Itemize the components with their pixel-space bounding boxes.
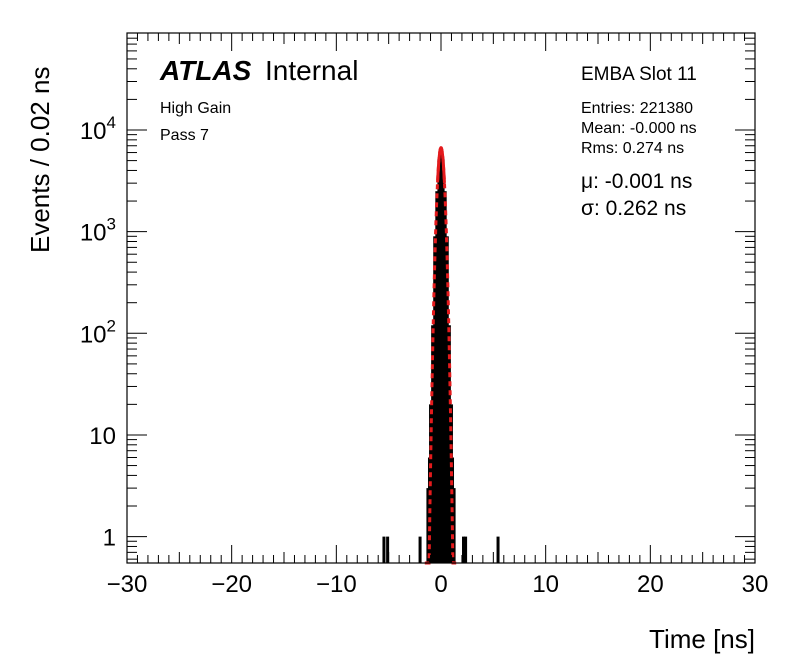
y-tick-label: 102 bbox=[80, 316, 116, 348]
y-tick-label-exponent: 4 bbox=[107, 113, 116, 132]
x-tick-label: 30 bbox=[742, 571, 769, 598]
y-tick-label-base: 1 bbox=[103, 525, 116, 552]
mean-stat: Mean: -0.000 ns bbox=[581, 120, 697, 137]
fit-mu-label: μ: -0.001 ns bbox=[581, 170, 692, 193]
y-tick-label: 10 bbox=[89, 423, 116, 450]
y-tick-label: 104 bbox=[80, 113, 116, 145]
module-label: EMBA Slot 11 bbox=[581, 64, 697, 85]
x-tick-label: 10 bbox=[532, 571, 559, 598]
histogram-bar bbox=[386, 536, 390, 563]
x-axis-ticks: −30 −20 −10 0 10 20 30 bbox=[107, 33, 769, 598]
y-tick-label-base: 10 bbox=[80, 118, 107, 145]
fit-curve-solid bbox=[436, 146, 446, 183]
x-tick-label: −10 bbox=[316, 571, 357, 598]
pass-label: Pass 7 bbox=[160, 127, 209, 144]
y-tick-label: 103 bbox=[80, 215, 116, 247]
histogram-bar bbox=[439, 147, 443, 563]
histogram-bar bbox=[464, 536, 468, 563]
histogram-bar bbox=[441, 158, 445, 563]
atlas-internal-text: Internal bbox=[265, 55, 358, 86]
histogram-bar bbox=[435, 191, 439, 563]
y-axis-label: Events / 0.02 ns bbox=[25, 67, 55, 253]
atlas-label: ATLAS Internal bbox=[159, 55, 358, 86]
y-tick-label-exponent: 2 bbox=[107, 316, 116, 335]
y-tick-label-base: 10 bbox=[89, 423, 116, 450]
x-tick-label: −30 bbox=[107, 571, 148, 598]
histogram-bar bbox=[462, 536, 466, 563]
x-tick-label: 20 bbox=[637, 571, 664, 598]
histogram-bar bbox=[443, 191, 447, 563]
entries-stat: Entries: 221380 bbox=[581, 100, 693, 117]
histogram-bar bbox=[426, 488, 430, 563]
gain-label: High Gain bbox=[160, 100, 231, 117]
y-tick-label: 1 bbox=[103, 525, 116, 552]
y-tick-label-base: 10 bbox=[80, 321, 107, 348]
fit-sigma-label: σ: 0.262 ns bbox=[581, 197, 686, 220]
rms-stat: Rms: 0.274 ns bbox=[581, 140, 684, 157]
histogram-bar bbox=[452, 488, 456, 563]
histogram-bar bbox=[445, 236, 449, 563]
histogram-bar bbox=[496, 536, 500, 563]
x-tick-label: 0 bbox=[434, 571, 447, 598]
histogram-bar bbox=[437, 158, 441, 563]
atlas-logo-text: ATLAS bbox=[159, 55, 252, 86]
y-tick-label-base: 10 bbox=[80, 220, 107, 247]
histogram-bar bbox=[382, 536, 386, 563]
x-axis-label: Time [ns] bbox=[649, 624, 755, 654]
histogram-bar bbox=[433, 236, 437, 563]
histogram-bar bbox=[447, 325, 451, 563]
x-tick-label: −20 bbox=[211, 571, 252, 598]
histogram-bar bbox=[418, 536, 422, 563]
y-tick-label-exponent: 3 bbox=[107, 215, 116, 234]
histogram-bar bbox=[431, 325, 435, 563]
